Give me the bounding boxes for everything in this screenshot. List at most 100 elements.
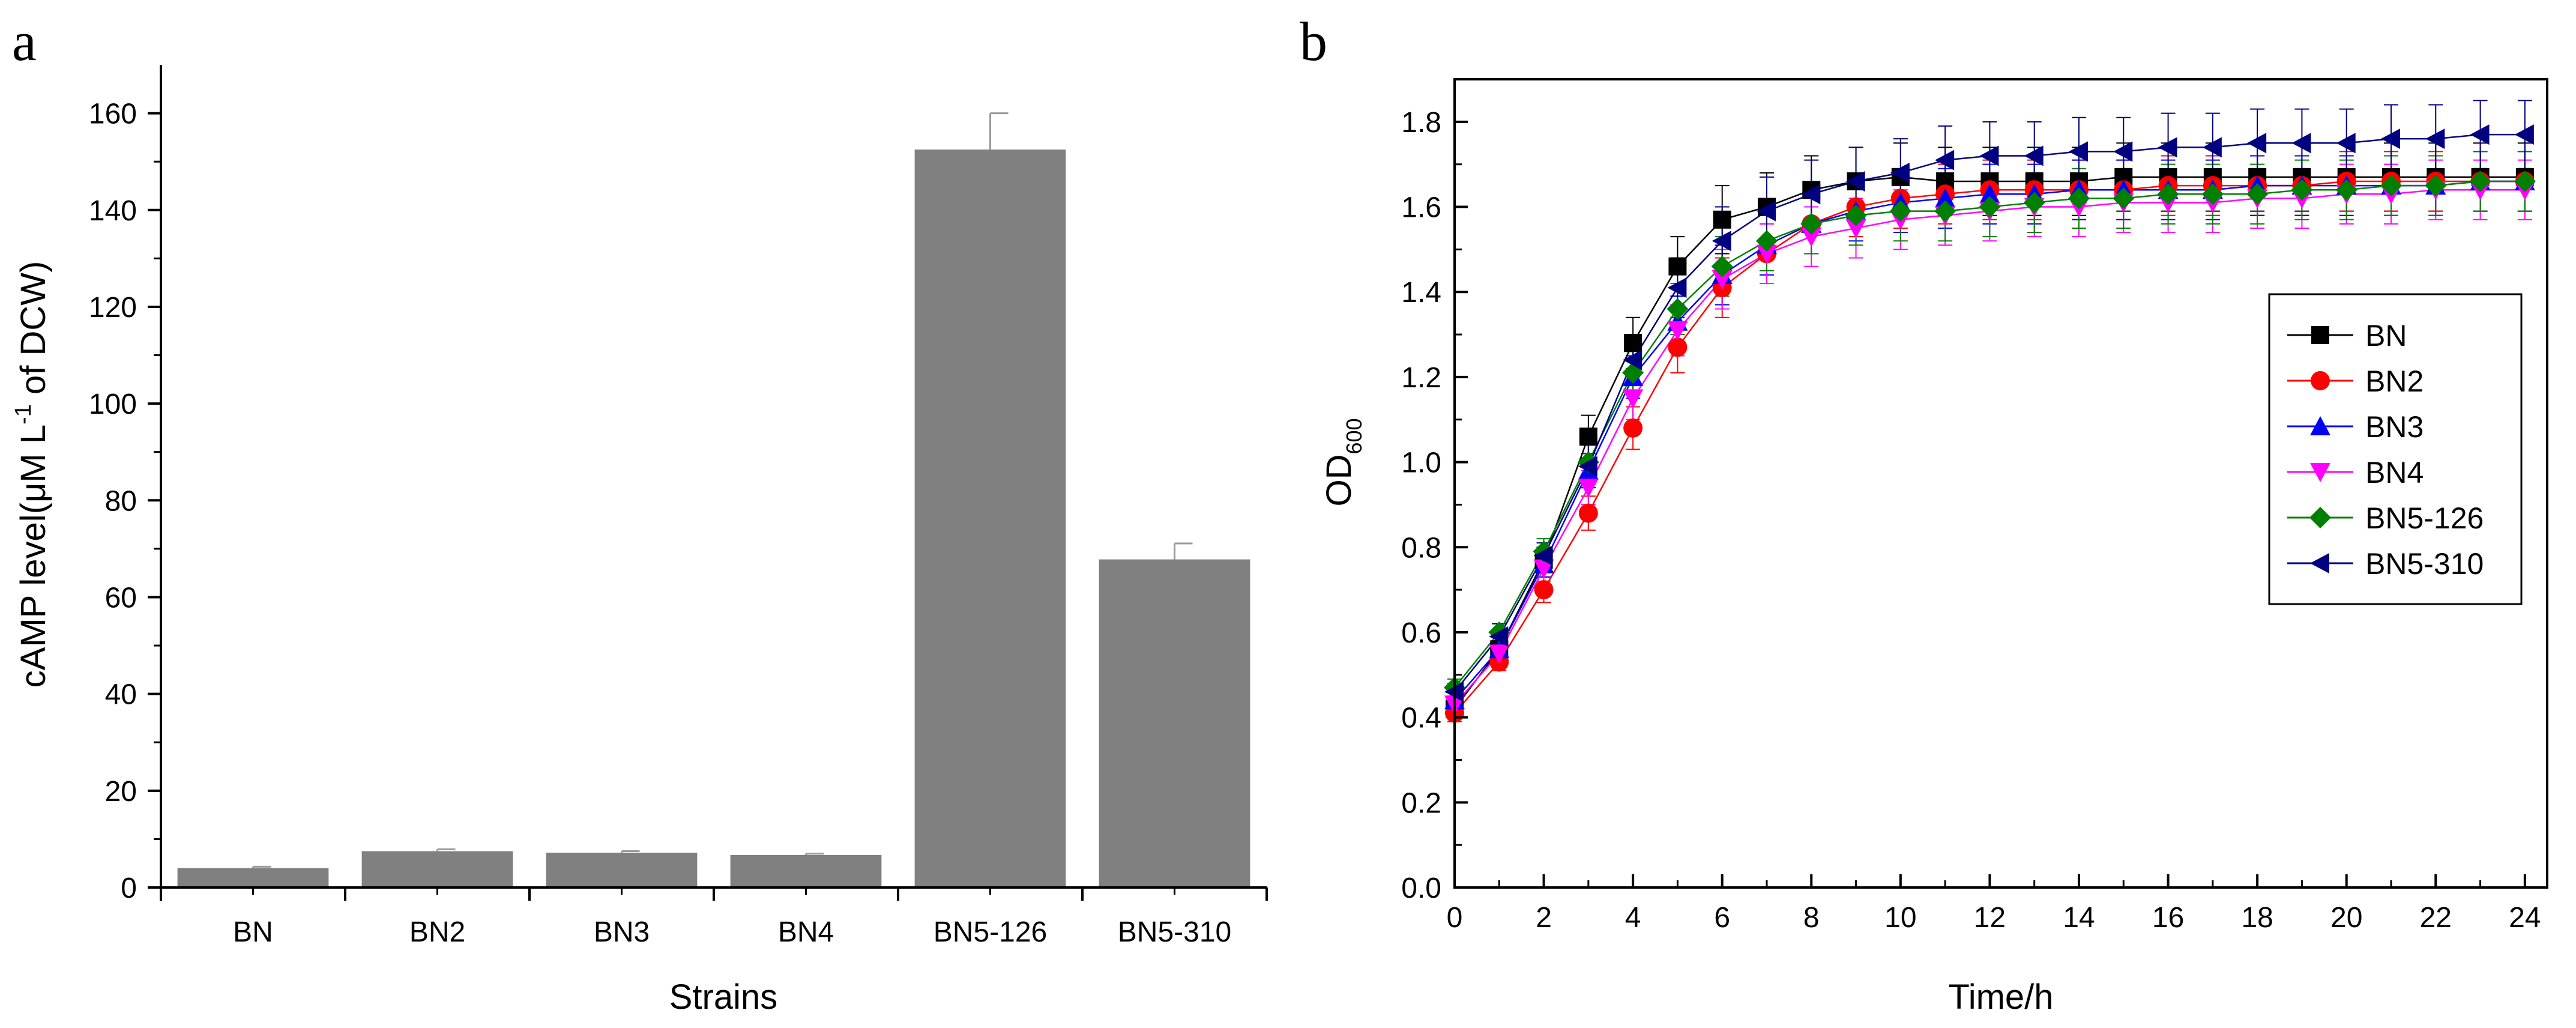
x-axis-title: Time/h (1948, 978, 2053, 1017)
y-tick-label: 40 (105, 679, 137, 711)
axes (1453, 78, 2548, 889)
legend-marker-BN5-126 (2309, 507, 2331, 528)
bar-series (177, 150, 1250, 887)
data-point-BN5-310 (1935, 150, 1955, 171)
y-tick-label: 80 (105, 485, 137, 517)
x-tick-label: 24 (2509, 902, 2541, 934)
x-tick-label: 0 (1447, 902, 1463, 934)
x-tick-label: 10 (1884, 902, 1916, 934)
data-point-BN5-126 (2246, 183, 2269, 205)
data-point-BN5-310 (2024, 145, 2044, 166)
y-tick-label: 0.8 (1401, 532, 1441, 564)
x-tick-label: 14 (2063, 902, 2095, 934)
data-point-BN3 (1979, 184, 2000, 204)
data-point-BN5-310 (2202, 137, 2222, 158)
x-axis-title: Strains (669, 978, 778, 1017)
series-markers (1444, 124, 2536, 723)
y-axis-ticks: 0 20 40 60 80 100 120 140 160 (89, 98, 161, 904)
y-tick-label: 120 (89, 292, 137, 324)
y-tick-label: 160 (89, 98, 137, 130)
data-point-BN5-310 (2514, 124, 2534, 145)
bar-BN2 (361, 851, 513, 887)
legend-marker-BN (2311, 326, 2329, 344)
legend-marker-BN4 (2310, 463, 2330, 482)
data-point-BN5-126 (2201, 183, 2224, 205)
x-axis-ticks: 0 2 4 6 8 10 12 14 16 18 20 22 24 (1447, 874, 2541, 934)
data-point-BN (1668, 257, 1687, 276)
legend-label-BN4: BN4 (2365, 456, 2424, 489)
error-bars (252, 112, 1193, 868)
data-point-BN5-310 (2381, 128, 2400, 150)
y-axis-title-subscript: 600 (1342, 418, 1366, 454)
legend-label-BN5-126: BN5-126 (2365, 501, 2484, 535)
legend-label-BN2: BN2 (2365, 364, 2424, 398)
y-axis-title: OD600 (1320, 418, 1366, 506)
data-point-BN5-126 (1934, 200, 1956, 222)
legend-marker-BN5-310 (2310, 553, 2329, 573)
y-tick-label: 0.2 (1401, 787, 1441, 819)
data-point-BN5-310 (2425, 128, 2445, 150)
bar-BN (177, 868, 329, 887)
data-point-BN4 (1533, 559, 1554, 579)
y-axis-title: cAMP level(μM L-1 of DCW) (11, 261, 53, 688)
data-point-BN5-126 (2469, 171, 2491, 193)
x-tick-label: BN5-310 (1118, 916, 1231, 948)
bar-BN5-310 (1099, 559, 1250, 887)
x-tick-label: 4 (1625, 902, 1641, 934)
y-tick-label: 0 (121, 872, 137, 904)
legend-marker-BN3 (2310, 416, 2330, 435)
data-point-BN4 (1845, 219, 1866, 238)
data-point-BN5-310 (2247, 133, 2267, 154)
plot-frame (1453, 78, 2548, 889)
x-axis-ticks: BN BN2 BN3 BN4 BN5-126 BN5-310 (160, 887, 1268, 948)
x-tick-label: BN4 (778, 916, 834, 948)
y-tick-label: 1.6 (1401, 192, 1441, 224)
y-tick-label: 1.0 (1401, 447, 1441, 479)
data-point-BN5-310 (2069, 141, 2088, 162)
data-point-BN5-126 (1979, 196, 2001, 218)
data-point-BN5-310 (1801, 184, 1821, 205)
data-point-BN5-126 (2380, 175, 2402, 197)
x-tick-label: 12 (1974, 902, 2006, 934)
data-point-BN5-126 (2335, 179, 2357, 201)
data-point-BN (1624, 334, 1642, 352)
data-point-BN5-310 (2470, 124, 2490, 145)
data-point-BN5-126 (1711, 255, 1733, 277)
y-tick-label: 0.0 (1401, 872, 1441, 904)
data-point-BN5-310 (1890, 162, 1910, 183)
data-point-BN5-310 (1578, 456, 1597, 477)
x-tick-label: 8 (1803, 902, 1820, 934)
data-point-BN5-310 (2336, 133, 2356, 154)
x-tick-label: 6 (1714, 902, 1730, 934)
x-tick-label: BN3 (594, 916, 650, 948)
x-tick-label: BN5-126 (934, 916, 1047, 948)
y-axis-title-main: OD (1320, 455, 1359, 507)
data-point-BN5-310 (2291, 133, 2311, 154)
data-point-BN5-310 (1489, 626, 1509, 647)
data-point-BN5-126 (2157, 183, 2179, 205)
data-point-BN5-126 (1667, 298, 1689, 320)
data-point-BN5-310 (1667, 277, 1687, 298)
data-point-BN4 (1757, 244, 1777, 264)
y-tick-label: 0.6 (1401, 617, 1441, 649)
y-axis-ticks: 0.0 0.2 0.4 0.6 0.8 1.0 1.2 1.4 1.6 1.8 (1401, 107, 1468, 904)
y-tick-label: 1.8 (1401, 107, 1441, 139)
x-tick-label: 20 (2330, 902, 2362, 934)
data-point-BN3 (1935, 188, 1956, 208)
panel-a-label: a (12, 11, 37, 72)
data-point-BN2 (1668, 337, 1688, 357)
y-tick-label: 20 (105, 776, 137, 808)
panel-b-label: b (1300, 11, 1327, 72)
x-tick-label: 22 (2420, 902, 2452, 934)
data-point-BN5-310 (1845, 171, 1865, 192)
data-point-BN4 (1712, 270, 1733, 289)
data-point-BN5-126 (1889, 200, 1911, 222)
y-tick-label: 0.4 (1401, 703, 1441, 734)
data-point-BN2 (1578, 503, 1598, 523)
data-point-BN5-126 (2425, 175, 2447, 197)
x-tick-label: 18 (2241, 902, 2273, 934)
data-point-BN4 (1578, 479, 1599, 498)
data-point-BN5-126 (2514, 171, 2536, 193)
legend-label-BN: BN (2365, 319, 2407, 352)
